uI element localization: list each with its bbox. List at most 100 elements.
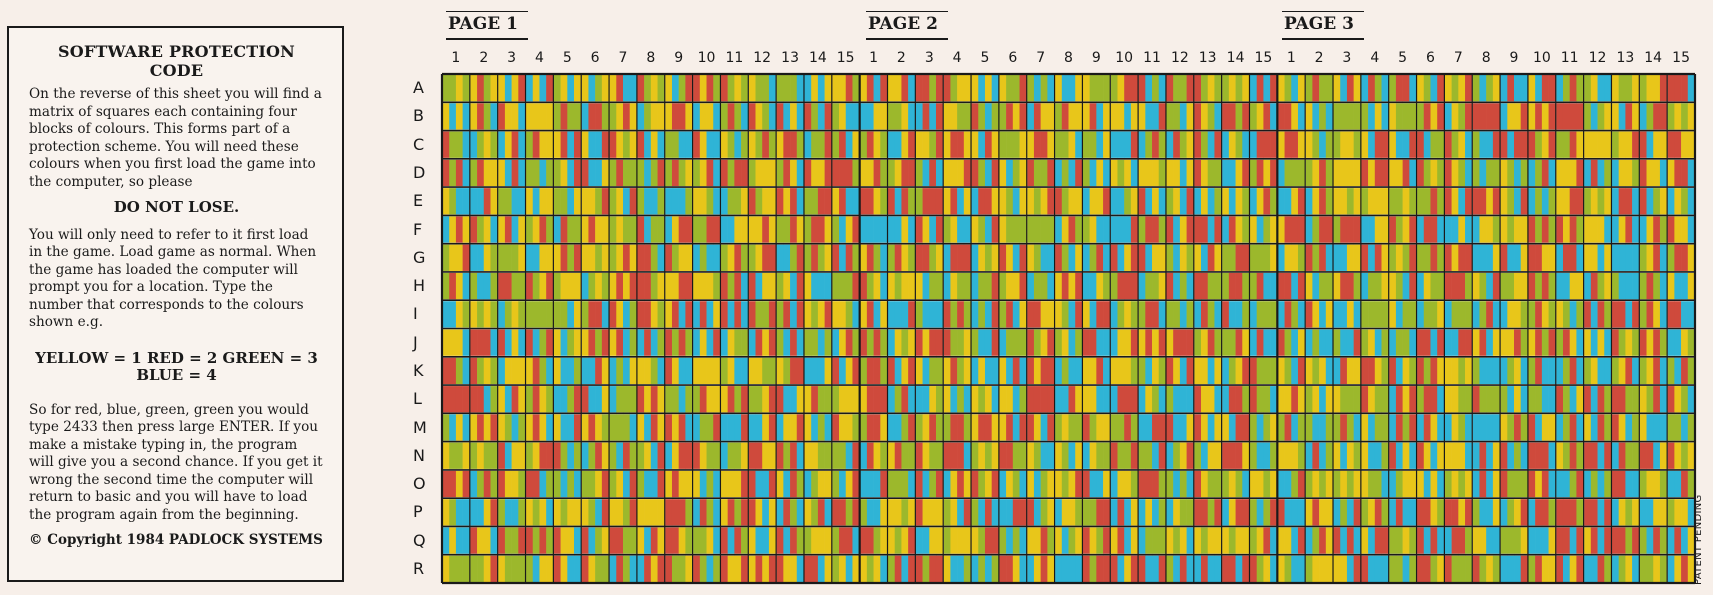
color-block xyxy=(1500,131,1508,158)
color-block xyxy=(622,357,630,385)
color-block xyxy=(678,470,686,498)
color-block xyxy=(1075,414,1083,441)
color-block xyxy=(1006,103,1014,130)
color-block xyxy=(1096,414,1104,441)
color-block xyxy=(581,442,589,469)
color-block xyxy=(1562,159,1570,187)
color-block xyxy=(1277,216,1285,243)
color-block xyxy=(1507,159,1515,187)
color-block xyxy=(1632,188,1640,215)
color-block xyxy=(1569,442,1577,469)
color-block xyxy=(1368,527,1376,554)
color-block xyxy=(1639,499,1647,526)
color-block xyxy=(1597,301,1605,328)
color-block xyxy=(1124,103,1132,130)
color-block xyxy=(1110,499,1118,526)
color-block xyxy=(498,357,506,385)
color-block xyxy=(1235,414,1243,441)
color-block xyxy=(1145,131,1153,158)
color-block xyxy=(1103,527,1111,554)
color-block xyxy=(888,188,896,215)
color-block xyxy=(1040,301,1048,328)
color-block xyxy=(574,216,582,243)
column-number: 12 xyxy=(1170,50,1189,66)
color-block xyxy=(1409,188,1417,215)
color-block xyxy=(1110,555,1118,582)
color-block xyxy=(601,414,609,441)
color-block xyxy=(971,75,979,102)
color-block xyxy=(581,216,589,243)
color-block xyxy=(1409,386,1417,413)
color-block xyxy=(957,103,965,130)
color-block xyxy=(1340,499,1348,526)
color-block xyxy=(1514,386,1522,413)
color-block xyxy=(1437,470,1445,498)
color-block xyxy=(449,188,457,215)
color-block xyxy=(1472,188,1480,215)
page-1-title: PAGE 1 xyxy=(446,11,528,40)
color-block xyxy=(768,329,776,356)
color-block xyxy=(1368,414,1376,441)
color-block xyxy=(1556,442,1564,469)
color-block xyxy=(477,75,485,102)
color-block xyxy=(1186,272,1194,300)
color-block xyxy=(720,131,728,158)
color-block xyxy=(1653,301,1661,328)
color-block xyxy=(1228,244,1236,271)
color-block xyxy=(477,188,485,215)
color-block xyxy=(1646,103,1654,130)
color-block xyxy=(1458,75,1466,102)
color-block xyxy=(1040,103,1048,130)
color-block xyxy=(1068,75,1076,102)
color-block xyxy=(449,75,457,102)
column-number: 5 xyxy=(562,50,572,66)
color-block xyxy=(1465,159,1473,187)
color-block xyxy=(1500,272,1508,300)
color-block xyxy=(1222,499,1230,526)
color-block xyxy=(1528,527,1536,554)
color-block xyxy=(442,555,450,582)
color-block xyxy=(1472,442,1480,469)
color-block xyxy=(866,188,874,215)
color-block xyxy=(706,555,714,582)
color-block xyxy=(1312,470,1320,498)
color-block xyxy=(776,131,784,158)
color-block xyxy=(1520,470,1528,498)
color-block xyxy=(783,329,791,356)
color-block xyxy=(532,527,540,554)
row-letter: R xyxy=(413,558,425,578)
color-block xyxy=(984,470,992,498)
color-block xyxy=(935,386,943,413)
color-block xyxy=(1444,188,1452,215)
color-block xyxy=(1194,470,1202,498)
color-block xyxy=(1632,103,1640,130)
color-block xyxy=(490,555,498,582)
color-block xyxy=(1556,131,1564,158)
color-block xyxy=(1207,470,1215,498)
color-block xyxy=(1242,414,1250,441)
color-block xyxy=(1110,216,1118,243)
color-block xyxy=(609,188,617,215)
color-block xyxy=(1492,499,1500,526)
color-block xyxy=(483,244,491,271)
color-block xyxy=(768,272,776,300)
color-block xyxy=(1297,75,1305,102)
color-block xyxy=(1402,386,1410,413)
color-block xyxy=(657,527,665,554)
color-block xyxy=(1179,301,1187,328)
color-block xyxy=(1646,301,1654,328)
color-block xyxy=(498,329,506,356)
color-block xyxy=(1222,442,1230,469)
color-block xyxy=(1507,386,1515,413)
color-block xyxy=(727,103,735,130)
color-block xyxy=(462,414,470,441)
color-block xyxy=(776,499,784,526)
color-block xyxy=(873,329,881,356)
color-block xyxy=(1687,301,1695,328)
color-block xyxy=(984,527,992,554)
color-block xyxy=(1611,329,1619,356)
color-block xyxy=(539,442,547,469)
color-block xyxy=(1075,301,1083,328)
color-block xyxy=(1597,272,1605,300)
color-block xyxy=(734,414,742,441)
